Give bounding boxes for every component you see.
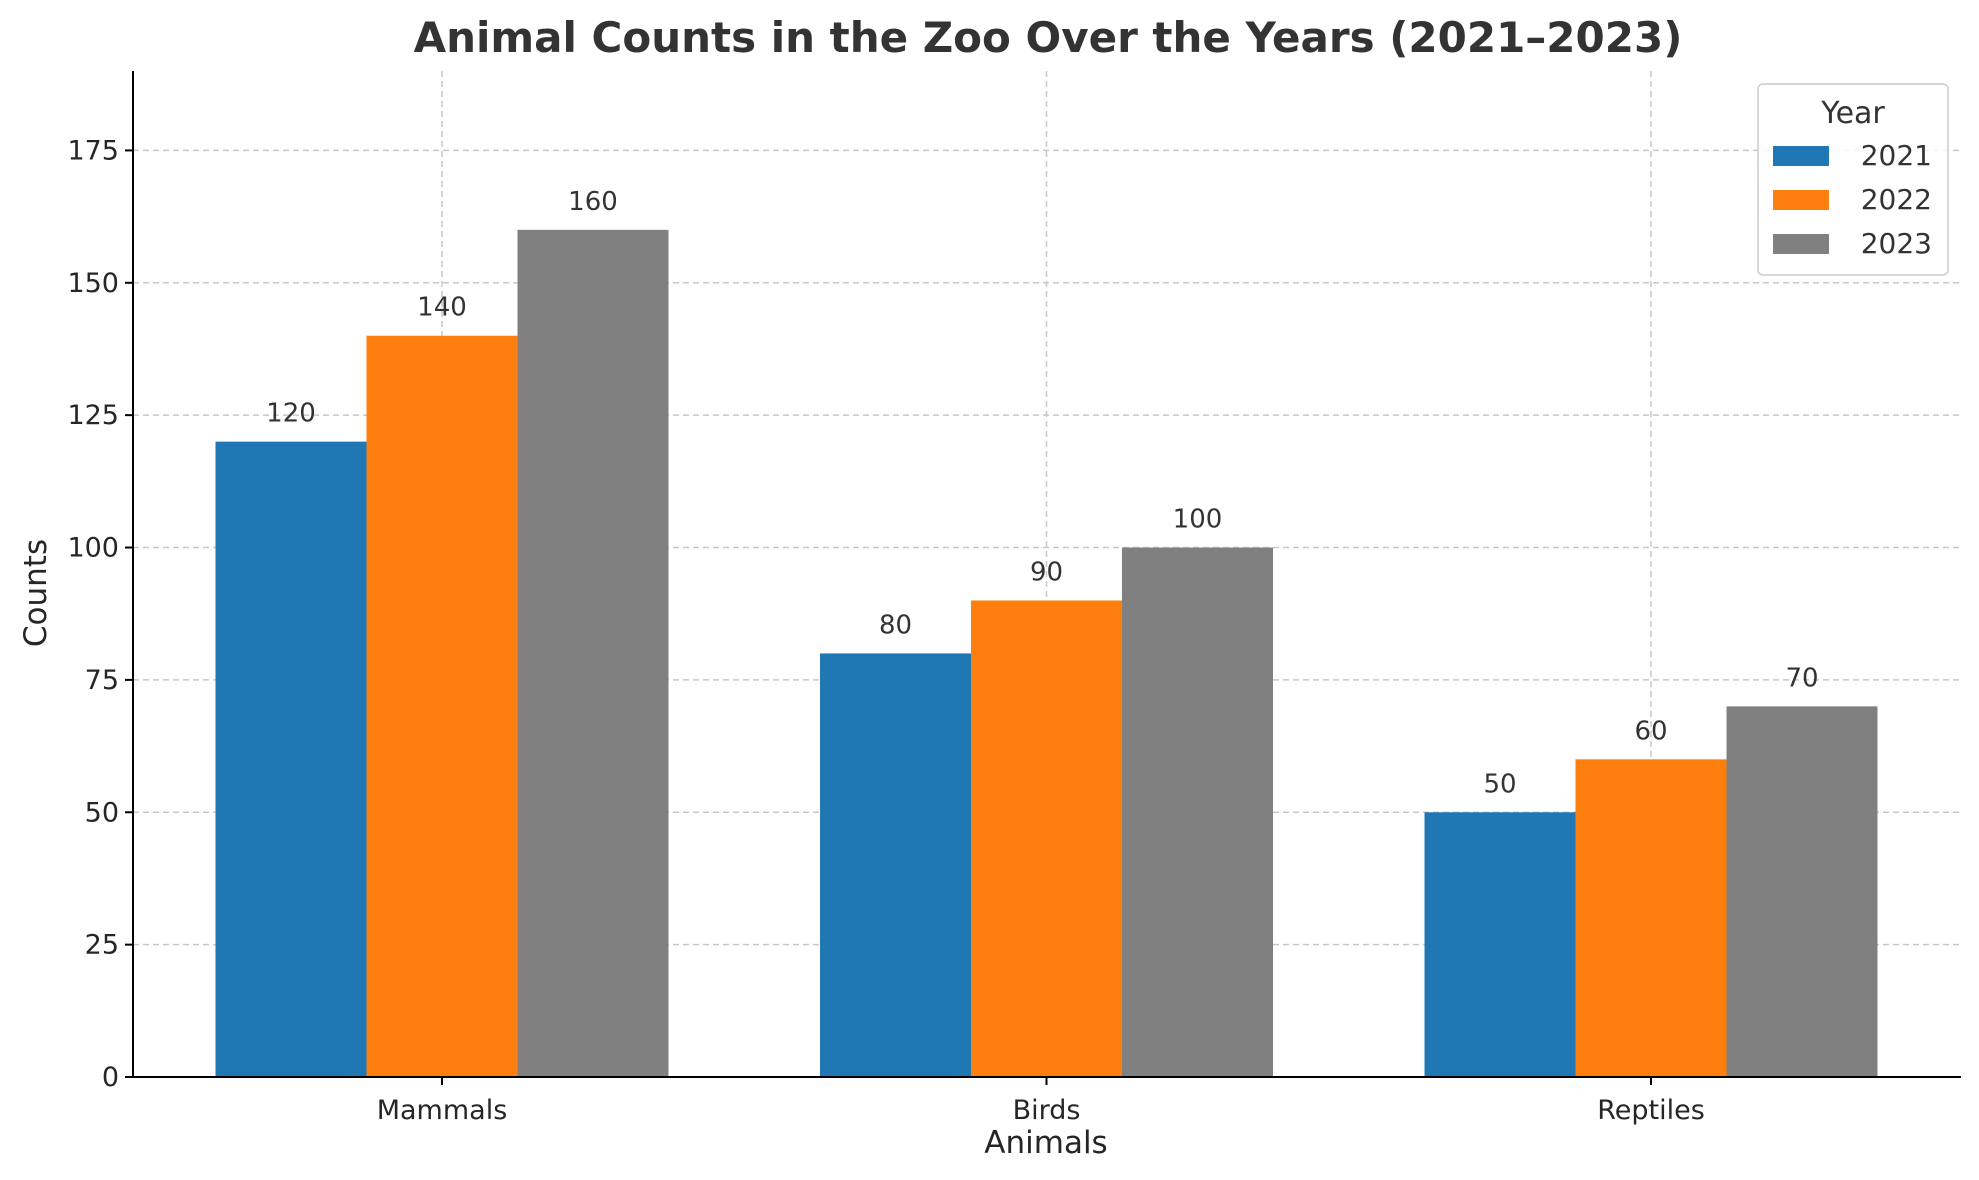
y-tick-label: 150 (67, 268, 119, 299)
bar-value-label: 90 (1030, 557, 1063, 587)
y-tick-label: 25 (85, 930, 119, 961)
bars (215, 229, 1878, 1078)
y-tick-label: 100 (67, 533, 119, 564)
y-tick-label: 50 (85, 797, 119, 828)
bar-value-label: 50 (1483, 769, 1516, 799)
bar-2023-birds (1122, 547, 1273, 1077)
y-tick-label: 125 (67, 400, 119, 431)
legend-label-2021: 2021 (1861, 139, 1932, 172)
bar-value-label: 100 (1173, 505, 1223, 535)
legend-label-2022: 2022 (1861, 183, 1932, 216)
bar-value-label: 120 (266, 399, 316, 429)
legend-swatch-2021 (1773, 146, 1829, 166)
y-axis-title: Counts (18, 539, 54, 647)
bar-2022-mammals (366, 335, 518, 1078)
y-tick-label: 0 (102, 1062, 119, 1093)
x-axis-title: Animals (984, 1125, 1107, 1161)
legend-box (1757, 83, 1949, 276)
legend: Year 2021 2022 2023 (1757, 83, 1949, 276)
bar-2022-birds (971, 600, 1122, 1077)
bar-2021-mammals (215, 441, 367, 1077)
legend-label-2023: 2023 (1861, 227, 1932, 260)
x-tick-label: Mammals (377, 1095, 508, 1126)
legend-swatch-2023 (1773, 234, 1829, 254)
legend-title: Year (1820, 96, 1885, 131)
chart-title: Animal Counts in the Zoo Over the Years … (414, 13, 1683, 62)
bar-2021-reptiles (1424, 812, 1576, 1077)
bar-value-label: 80 (879, 610, 912, 640)
bar-2023-reptiles (1726, 706, 1878, 1077)
bar-value-label: 70 (1785, 663, 1818, 693)
x-ticks: Mammals Birds Reptiles (377, 1077, 1705, 1126)
y-tick-label: 175 (67, 135, 119, 166)
y-ticks: 0 25 50 75 100 125 150 175 (67, 135, 133, 1093)
legend-items: 2021 2022 2023 (1773, 139, 1932, 260)
x-tick-label: Reptiles (1597, 1095, 1705, 1126)
bar-2022-reptiles (1575, 759, 1727, 1077)
bar-value-label: 160 (568, 187, 618, 217)
bar-value-label: 140 (417, 293, 467, 323)
bar-2023-mammals (517, 229, 669, 1077)
legend-swatch-2022 (1773, 190, 1829, 210)
y-tick-label: 75 (85, 665, 119, 696)
bar-value-label: 60 (1634, 716, 1667, 746)
x-tick-label: Birds (1013, 1095, 1081, 1126)
bar-2021-birds (820, 653, 971, 1077)
data-labels: 120 80 50 140 90 60 160 100 70 (266, 187, 1818, 799)
